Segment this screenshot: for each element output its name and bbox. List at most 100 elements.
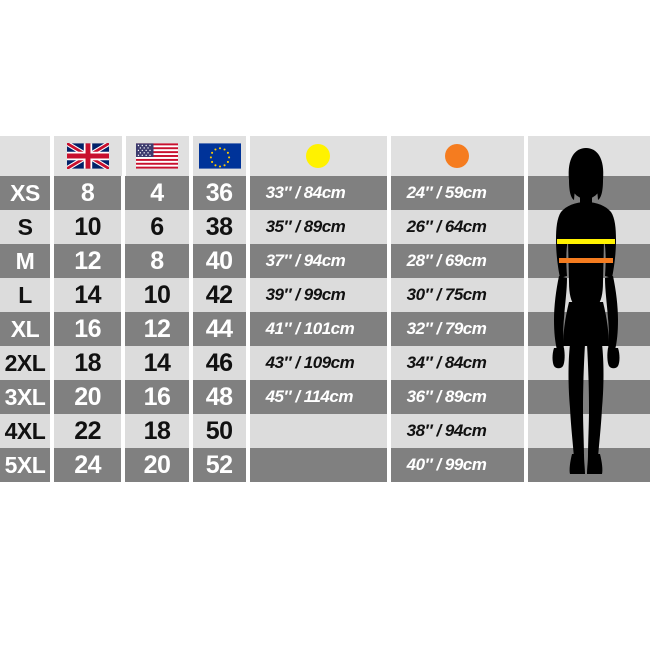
table-row[interactable]: 2XL 18 14 46 43″ / 109cm 34″ / 84cm (0, 346, 650, 380)
column-divider (121, 380, 126, 414)
column-divider (523, 380, 528, 414)
chart-header-row (0, 136, 650, 176)
size-chart: XS 8 4 36 33″ / 84cm 24″ / 59cm S 10 6 38 35″ / 89… (0, 136, 650, 482)
column-divider (246, 136, 251, 176)
column-divider (386, 210, 391, 244)
column-divider (188, 346, 193, 380)
cell-figure (527, 414, 650, 448)
column-divider (49, 176, 54, 210)
cell-uk: 16 (53, 312, 122, 346)
cell-uk: 18 (53, 346, 122, 380)
cell-waist: 32″ / 79cm (390, 312, 524, 346)
column-divider (386, 136, 391, 176)
column-divider (188, 210, 193, 244)
column-divider (386, 312, 391, 346)
cell-us: 12 (125, 312, 189, 346)
cell-uk: 22 (53, 414, 122, 448)
column-divider (121, 414, 126, 448)
column-divider (49, 380, 54, 414)
column-divider (523, 346, 528, 380)
table-row[interactable]: S 10 6 38 35″ / 89cm 26″ / 64cm (0, 210, 650, 244)
cell-bust (249, 414, 387, 448)
table-row[interactable]: 4XL 22 18 50 38″ / 94cm (0, 414, 650, 448)
cell-waist: 24″ / 59cm (390, 176, 524, 210)
header-cell-us (125, 136, 190, 176)
cell-bust (249, 448, 387, 482)
column-divider (245, 414, 250, 448)
column-divider (245, 176, 250, 210)
column-divider (49, 312, 54, 346)
cell-bust: 33″ / 84cm (249, 176, 387, 210)
cell-us: 18 (125, 414, 189, 448)
column-divider (523, 278, 528, 312)
table-row[interactable]: XS 8 4 36 33″ / 84cm 24″ / 59cm (0, 176, 650, 210)
column-divider (523, 414, 528, 448)
cell-bust: 39″ / 99cm (249, 278, 387, 312)
cell-eu: 42 (192, 278, 246, 312)
table-row[interactable]: 5XL 24 20 52 40″ / 99cm (0, 448, 650, 482)
cell-uk: 24 (53, 448, 122, 482)
cell-us: 16 (125, 380, 189, 414)
column-divider (523, 136, 528, 176)
cell-us: 20 (125, 448, 189, 482)
column-divider (49, 346, 54, 380)
column-divider (245, 278, 250, 312)
cell-uk: 20 (53, 380, 122, 414)
column-divider (121, 210, 126, 244)
orange-dot-icon (445, 144, 470, 168)
table-row[interactable]: L 14 10 42 39″ / 99cm 30″ / 75cm (0, 278, 650, 312)
column-divider (523, 210, 528, 244)
column-divider (245, 312, 250, 346)
column-divider (49, 244, 54, 278)
cell-waist: 38″ / 94cm (390, 414, 524, 448)
column-divider (189, 136, 194, 176)
cell-uk: 12 (53, 244, 122, 278)
column-divider (523, 448, 528, 482)
table-row[interactable]: XL 16 12 44 41″ / 101cm 32″ / 79cm (0, 312, 650, 346)
header-cell-uk (54, 136, 122, 176)
cell-us: 6 (125, 210, 189, 244)
column-divider (245, 244, 250, 278)
cell-figure (527, 244, 650, 278)
column-divider (121, 136, 126, 176)
column-divider (49, 448, 54, 482)
header-cell-waist (390, 136, 524, 176)
cell-bust: 37″ / 94cm (249, 244, 387, 278)
table-row[interactable]: M 12 8 40 37″ / 94cm 28″ / 69cm (0, 244, 650, 278)
column-divider (121, 176, 126, 210)
yellow-dot-icon (306, 144, 331, 168)
header-cell-figure (527, 136, 650, 176)
column-divider (386, 176, 391, 210)
us-flag-icon (136, 143, 179, 169)
uk-flag-icon (66, 143, 109, 169)
cell-size: 2XL (0, 346, 50, 380)
header-cell-eu (193, 136, 247, 176)
cell-waist: 34″ / 84cm (390, 346, 524, 380)
column-divider (523, 312, 528, 346)
column-divider (188, 380, 193, 414)
header-cell-bust (250, 136, 387, 176)
column-divider (188, 278, 193, 312)
cell-waist: 36″ / 89cm (390, 380, 524, 414)
column-divider (386, 414, 391, 448)
column-divider (523, 176, 528, 210)
cell-us: 8 (125, 244, 189, 278)
column-divider (245, 448, 250, 482)
column-divider (188, 312, 193, 346)
column-divider (386, 346, 391, 380)
eu-flag-icon (198, 143, 241, 169)
cell-size: S (0, 210, 50, 244)
cell-bust: 45″ / 114cm (249, 380, 387, 414)
cell-figure (527, 176, 650, 210)
cell-size: L (0, 278, 50, 312)
cell-waist: 26″ / 64cm (390, 210, 524, 244)
column-divider (50, 136, 55, 176)
cell-size: XL (0, 312, 50, 346)
cell-uk: 10 (53, 210, 122, 244)
column-divider (121, 312, 126, 346)
cell-eu: 50 (192, 414, 246, 448)
column-divider (386, 278, 391, 312)
column-divider (188, 414, 193, 448)
column-divider (386, 244, 391, 278)
table-row[interactable]: 3XL 20 16 48 45″ / 114cm 36″ / 89cm (0, 380, 650, 414)
